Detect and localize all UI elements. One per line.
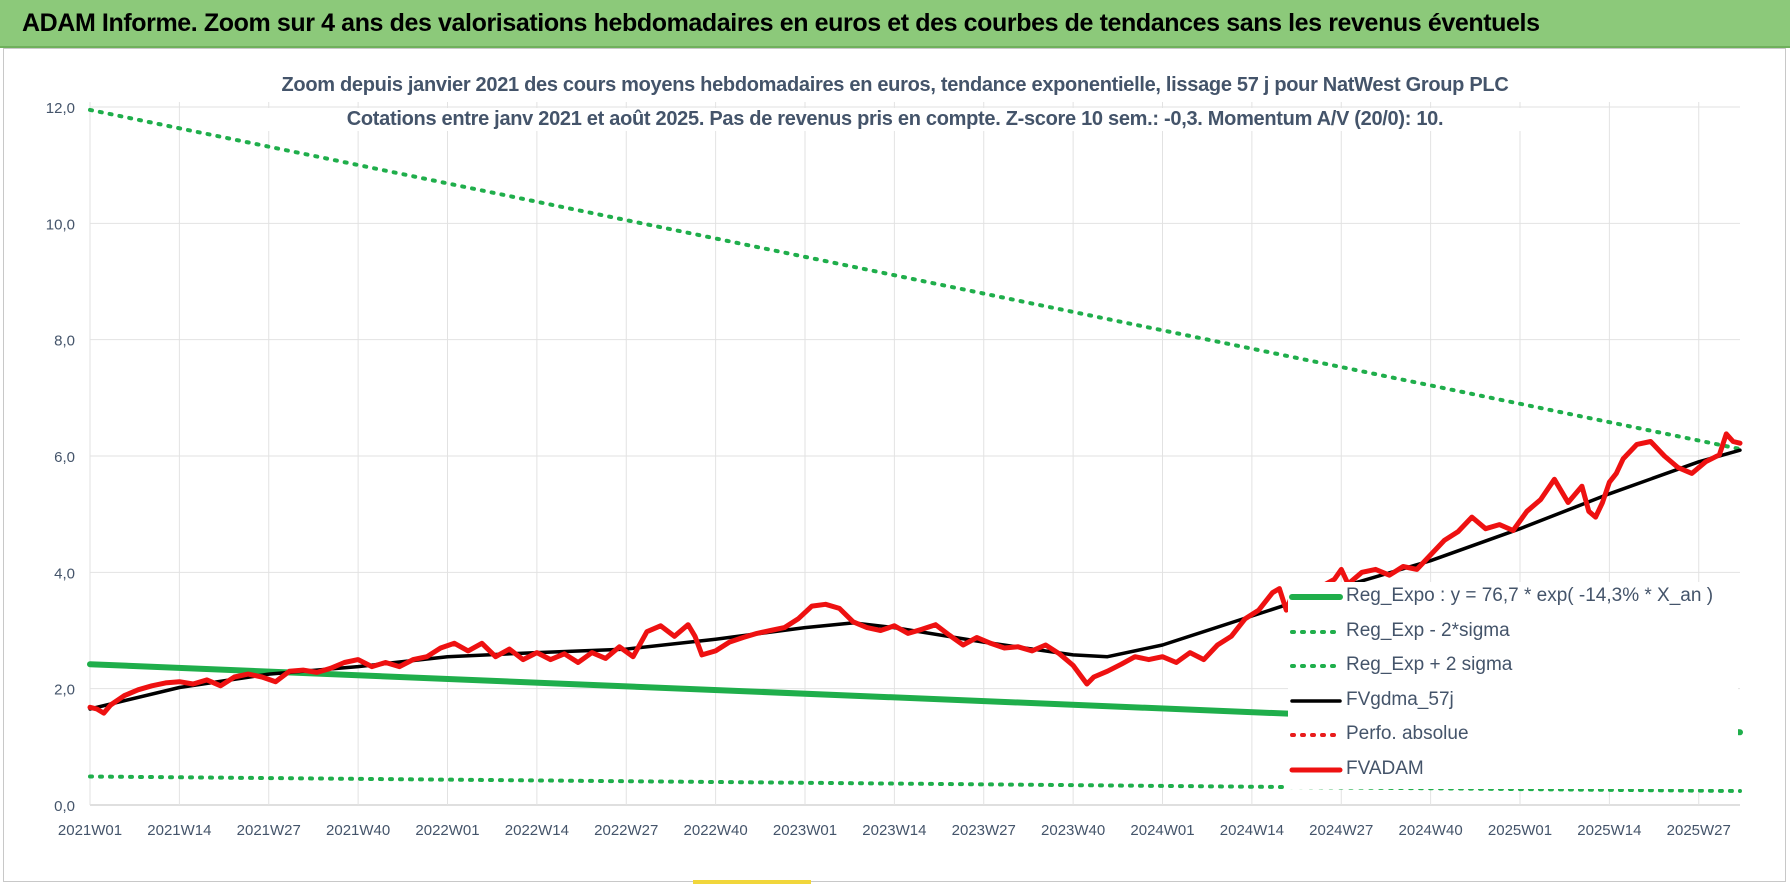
legend-label: FVADAM: [1346, 757, 1424, 779]
x-tick-label: 2024W01: [1130, 822, 1194, 839]
x-tick-label: 2022W27: [594, 822, 658, 839]
x-tick-label: 2023W27: [952, 822, 1016, 839]
legend-label: Reg_Exp + 2 sigma: [1346, 654, 1513, 675]
x-tick-label: 2022W01: [415, 822, 479, 839]
legend-item: FVgdma_57j: [1288, 686, 1738, 721]
x-tick-label: 2023W40: [1041, 822, 1105, 839]
series-line-3: [88, 448, 1742, 711]
y-axis-ticks: 0,0 2,0 4,0 6,0 8,0 10,0 12,0: [46, 100, 75, 815]
legend-item: Reg_Exp - 2*sigma: [1288, 617, 1738, 652]
x-tick-label: 2022W40: [684, 822, 748, 839]
legend-label: Perfo. absolue: [1346, 723, 1469, 744]
x-tick-label: 2023W14: [862, 822, 926, 839]
x-axis-ticks: 2021W01 2021W14 2021W27 2021W40 2022W01 2022W…: [58, 822, 1731, 839]
y-tick-label: 12,0: [46, 100, 75, 117]
x-tick-label: 2024W14: [1220, 822, 1284, 839]
series-line-2: [88, 107, 1742, 451]
legend-swatch: [1289, 767, 1343, 772]
x-tick-label: 2024W27: [1309, 822, 1373, 839]
legend-swatch: [1290, 664, 1342, 668]
legend-swatch: [1290, 733, 1342, 737]
legend-item: FVADAM: [1288, 755, 1738, 790]
x-tick-label: 2023W01: [773, 822, 837, 839]
x-tick-label: 2025W27: [1667, 822, 1731, 839]
x-tick-label: 2024W40: [1399, 822, 1463, 839]
legend-label: Reg_Expo : y = 76,7 * exp( -14,3% * X_an…: [1346, 585, 1714, 606]
y-tick-label: 10,0: [46, 216, 75, 233]
y-tick-label: 4,0: [54, 565, 75, 582]
y-tick-label: 0,0: [54, 798, 75, 815]
scroll-indicator: [693, 880, 811, 884]
y-tick-label: 6,0: [54, 449, 75, 466]
legend-label: Reg_Exp - 2*sigma: [1346, 619, 1510, 641]
x-tick-label: 2021W14: [147, 822, 211, 839]
legend-item: Reg_Exp + 2 sigma: [1288, 651, 1738, 686]
x-tick-label: 2022W14: [505, 822, 569, 839]
x-tick-label: 2025W14: [1577, 822, 1641, 839]
x-tick-label: 2021W27: [237, 822, 301, 839]
x-tick-label: 2025W01: [1488, 822, 1552, 839]
chart-subtitle: Cotations entre janv 2021 et août 2025. …: [260, 108, 1530, 131]
legend-item: Reg_Expo : y = 76,7 * exp( -14,3% * X_an…: [1288, 582, 1738, 617]
report-title: ADAM Informe. Zoom sur 4 ans des valoris…: [22, 9, 1540, 37]
chart-legend: Reg_Expo : y = 76,7 * exp( -14,3% * X_an…: [1288, 582, 1738, 789]
legend-swatch: [1290, 629, 1342, 634]
legend-swatch: [1289, 594, 1343, 600]
y-tick-label: 8,0: [54, 333, 75, 350]
report-banner: ADAM Informe. Zoom sur 4 ans des valoris…: [0, 0, 1790, 48]
legend-swatch: [1290, 698, 1342, 703]
x-tick-label: 2021W40: [326, 822, 390, 839]
legend-label: FVgdma_57j: [1346, 688, 1454, 710]
x-tick-label: 2021W01: [58, 822, 122, 839]
chart-title: Zoom depuis janvier 2021 des cours moyen…: [260, 74, 1530, 97]
series-line-5: [87, 431, 1743, 716]
legend-item: Perfo. absolue: [1288, 720, 1738, 755]
y-tick-label: 2,0: [54, 682, 75, 699]
